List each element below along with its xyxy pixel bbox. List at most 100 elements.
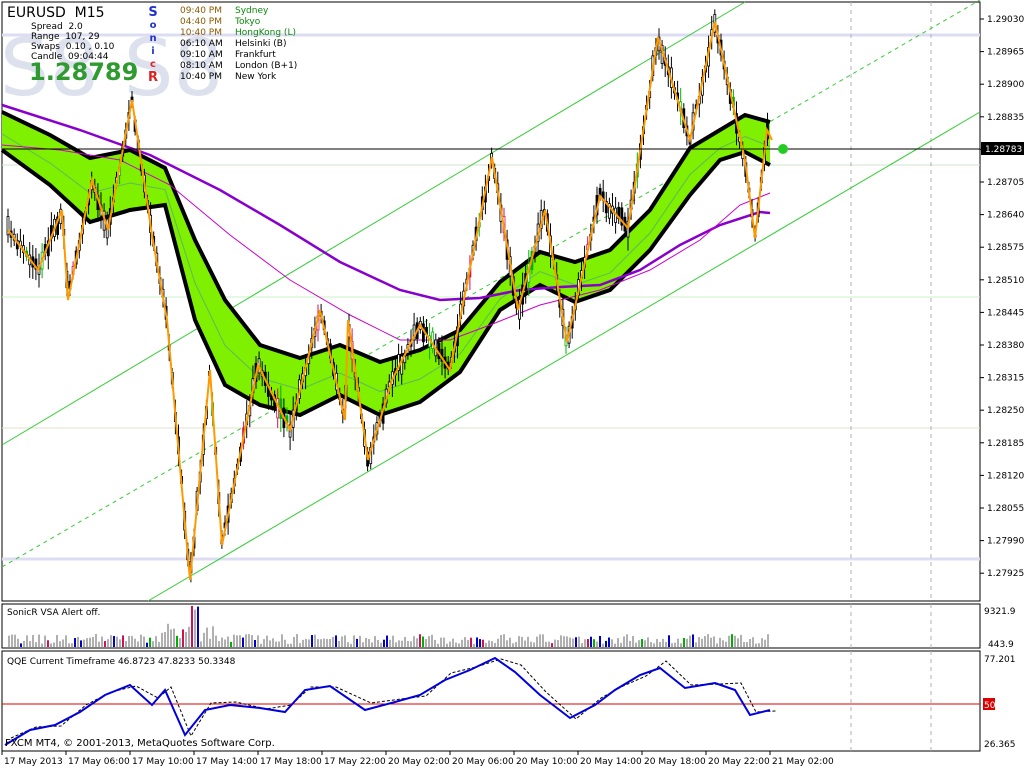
candle-body xyxy=(608,203,611,219)
svg-text:50: 50 xyxy=(984,701,996,711)
volume-bar xyxy=(200,641,202,647)
qqe-level-label: 50 xyxy=(983,698,996,711)
volume-bar xyxy=(308,639,310,647)
volume-bar xyxy=(131,636,133,647)
volume-bar xyxy=(485,642,487,647)
volume-bar xyxy=(518,636,520,647)
qqe-lines xyxy=(4,656,777,746)
time-tick-label: 20 May 10:00 xyxy=(516,757,578,767)
volume-bar xyxy=(623,636,625,647)
volume-bar xyxy=(584,639,586,647)
volume-bar xyxy=(332,636,334,647)
volume-bar xyxy=(182,629,184,647)
volume-bar xyxy=(689,635,691,647)
volume-bar xyxy=(104,641,106,647)
channel-upper-line[interactable] xyxy=(1,1,746,446)
volume-bar xyxy=(119,639,121,647)
volume-bar xyxy=(701,638,703,647)
volume-bar xyxy=(419,634,421,647)
volume-bar xyxy=(746,642,748,647)
volume-bar xyxy=(719,637,721,647)
price-tick-label: 1.28640 xyxy=(987,211,1024,221)
volume-bar xyxy=(653,643,655,647)
volume-bar xyxy=(635,642,637,647)
band-middle-line xyxy=(1,133,771,393)
volume-bar xyxy=(665,641,667,647)
volume-bar xyxy=(389,639,391,647)
volume-bar xyxy=(491,641,493,647)
price-tick-label: 1.28900 xyxy=(987,80,1024,90)
volume-bar xyxy=(470,637,472,647)
volume-bar xyxy=(152,641,154,647)
session-time: 09:10 AM xyxy=(180,50,223,60)
band-fill xyxy=(2,112,770,415)
session-name: HongKong (L) xyxy=(235,28,296,38)
volume-bar xyxy=(68,643,70,647)
volume-bar xyxy=(407,640,409,647)
volume-bar xyxy=(494,642,496,647)
volume-bar xyxy=(215,635,217,647)
volume-bar xyxy=(650,642,652,647)
volume-bar xyxy=(158,641,160,647)
volume-bar xyxy=(395,642,397,647)
volume-bar xyxy=(278,641,280,647)
volume-bar xyxy=(380,642,382,647)
volume-bar xyxy=(668,635,670,647)
qqe-main-line xyxy=(4,656,771,746)
volume-bar xyxy=(575,637,577,647)
volume-bar xyxy=(41,643,43,647)
volume-bar xyxy=(596,641,598,647)
zigzag-indicator xyxy=(7,21,773,581)
volume-bar xyxy=(47,640,49,647)
volume-bar xyxy=(209,638,211,647)
volume-bar xyxy=(398,640,400,647)
volume-bar xyxy=(14,634,16,647)
qqe-axis-max: 77.201 xyxy=(984,655,1016,665)
volume-bar xyxy=(116,636,118,647)
volume-bar xyxy=(527,636,529,647)
volume-bar xyxy=(458,643,460,647)
volume-bar xyxy=(725,641,727,647)
volume-bar xyxy=(587,639,589,647)
volume-bar xyxy=(203,632,205,647)
volume-bar xyxy=(194,609,196,647)
session-row: 10:40 PM HongKong (L) xyxy=(180,28,297,39)
volume-bar xyxy=(341,636,343,647)
volume-bar xyxy=(590,636,592,647)
volume-bar xyxy=(425,639,427,647)
volume-bar xyxy=(110,635,112,647)
ema-fast-line xyxy=(1,144,771,341)
volume-bar xyxy=(614,643,616,647)
volume-bar xyxy=(542,634,544,647)
volume-bar xyxy=(464,637,466,647)
volume-bar xyxy=(23,640,25,647)
symbol-info-block: Spread 2.0 Range 107, 29 Swaps 0.10 , 0.… xyxy=(31,22,115,62)
volume-bar xyxy=(371,642,373,647)
volume-bar xyxy=(401,640,403,647)
time-tick-label: 21 May 02:00 xyxy=(772,757,834,767)
price-tick-label: 1.28185 xyxy=(987,439,1024,449)
regression-channel[interactable] xyxy=(1,0,981,602)
volume-bar xyxy=(161,632,163,647)
ema-slow-line xyxy=(1,103,771,302)
volume-bar xyxy=(512,643,514,647)
volume-bar xyxy=(578,636,580,647)
volume-bar xyxy=(716,643,718,647)
volume-bar xyxy=(281,634,283,647)
volume-bar xyxy=(731,634,733,647)
price-tick-label: 1.28055 xyxy=(987,504,1024,514)
channel-lower-line[interactable] xyxy=(147,111,981,602)
volume-bar xyxy=(269,640,271,647)
candle-body xyxy=(604,200,608,214)
volume-bar xyxy=(698,637,700,647)
volume-bar xyxy=(260,643,262,647)
volume-bar xyxy=(71,643,73,647)
volume-bar xyxy=(674,642,676,647)
volume-bar xyxy=(242,637,244,647)
qqe-panel[interactable] xyxy=(1,650,981,752)
session-time: 06:10 AM xyxy=(180,39,223,49)
price-tick-label: 1.28445 xyxy=(987,308,1024,318)
volume-bar xyxy=(440,637,442,647)
